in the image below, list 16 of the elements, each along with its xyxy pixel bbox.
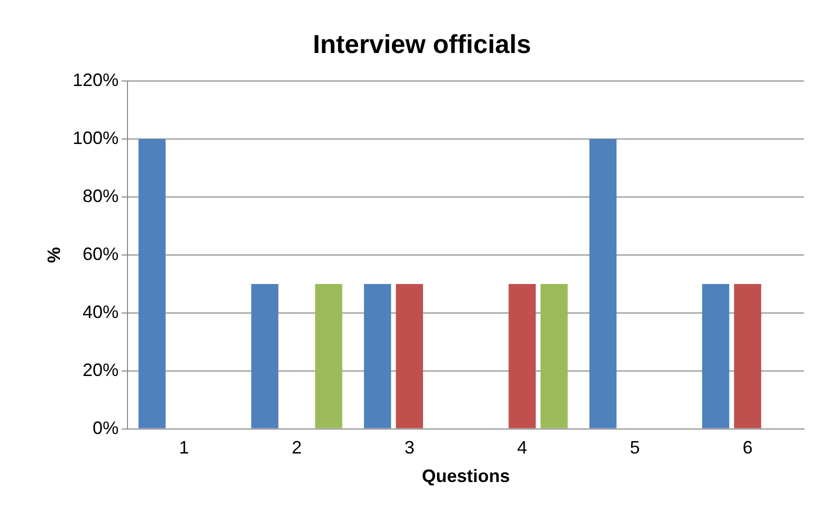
x-tick-label: 5: [630, 438, 640, 458]
x-tick-label: 2: [292, 438, 302, 458]
y-axis-title: %: [44, 246, 64, 264]
y-tick-label: 100%: [72, 128, 119, 148]
x-tick-label: 4: [517, 438, 528, 458]
x-tick-label: 1: [178, 438, 190, 458]
x-axis-title: Questions: [422, 466, 510, 486]
y-tick-label: 20%: [82, 360, 119, 380]
x-tick-label: 3: [404, 438, 414, 458]
y-tick-label: 120%: [72, 70, 119, 90]
y-tick-label: 60%: [82, 244, 119, 264]
y-tick-label: 40%: [82, 302, 119, 322]
y-tick-label: 80%: [82, 186, 119, 206]
y-tick-label: 0%: [92, 418, 119, 438]
chart-title: Interview officials: [312, 28, 532, 59]
x-tick-label: 6: [742, 438, 753, 458]
